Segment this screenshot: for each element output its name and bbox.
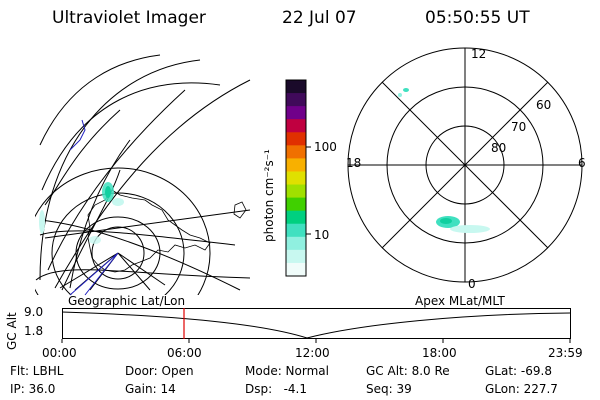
colorbar-band [286,184,306,199]
mlat-label-70: 70 [511,120,527,134]
polar-mlat-mlt-plot [347,47,583,283]
mlt-label-18: 18 [346,156,362,170]
info-glat: GLat: -69.8 [485,364,552,378]
info-mode: Mode: Normal [245,364,329,378]
mlt-label-6: 6 [578,156,586,170]
colorbar-band [286,145,306,159]
time-tick-0600: 06:00 [167,346,202,360]
colorbar-band [286,93,306,107]
time-tick-0000: 00:00 [42,346,77,360]
colorbar-band [286,249,306,264]
timeline-ylabel-max: 9.0 [24,305,44,319]
colorbar-band [286,223,306,238]
colorbar-band [286,197,306,212]
info-gain: Gain: 14 [125,382,176,396]
mlat-label-80: 80 [491,141,507,155]
timeline-ylabel-min: 1.8 [24,324,44,338]
time-tick-2359: 23:59 [548,346,583,360]
aurora-emission-left [39,182,124,244]
colorbar-band [286,171,306,186]
time-tick-1800: 18:00 [422,346,457,360]
info-glon: GLon: 227.7 [485,382,558,396]
mlat-label-60: 60 [536,98,552,112]
colorbar-unit-label: photon cm⁻²s⁻¹ [262,149,276,242]
apex-panel-label: Apex MLat/MLT [415,294,505,308]
colorbar-tick-10: 10 [314,228,330,242]
colorbar-tick-100: 100 [314,140,337,154]
geographic-panel-label: Geographic Lat/Lon [68,294,186,308]
colorbar-band [286,236,306,251]
altitude-timeline [61,308,571,343]
colorbar-band [286,106,306,120]
geographic-map [35,54,251,296]
mlt-label-12: 12 [471,47,487,61]
colorbar-band [286,262,306,277]
aurora-emission-right [398,88,490,233]
info-dsp: Dsp: -4.1 [245,382,308,396]
info-seq: Seq: 39 [366,382,412,396]
colorbar-band [286,132,306,146]
time-tick-1200: 12:00 [295,346,330,360]
colorbar-band [286,80,306,94]
colorbar-band [286,119,306,133]
colorbar-band [286,210,306,225]
observation-date: 22 Jul 07 [282,8,357,28]
info-door: Door: Open [125,364,194,378]
timeline-axis-label: GC Alt [5,312,19,350]
info-gc-alt: GC Alt: 8.0 Re [366,364,450,378]
info-ip: IP: 36.0 [10,382,56,396]
colorbar-band [286,158,306,172]
instrument-title: Ultraviolet Imager [52,8,206,28]
info-filter: Flt: LBHL [10,364,64,378]
colorbar [285,79,311,277]
mlt-label-0: 0 [468,277,476,291]
observation-time: 05:50:55 UT [425,8,530,28]
